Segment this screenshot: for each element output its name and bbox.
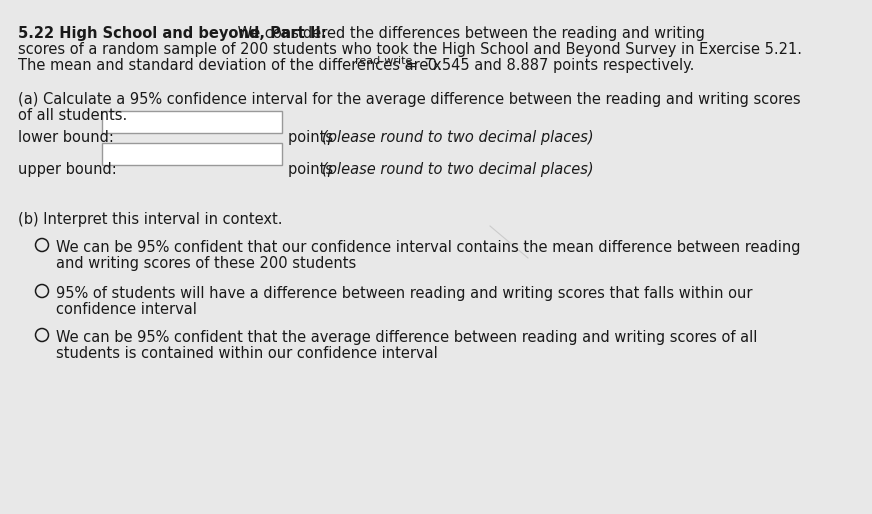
Text: scores of a random sample of 200 students who took the High School and Beyond Su: scores of a random sample of 200 student… (18, 42, 802, 57)
Text: (a) Calculate a 95% confidence interval for the average difference between the r: (a) Calculate a 95% confidence interval … (18, 92, 800, 107)
FancyBboxPatch shape (102, 143, 282, 165)
Text: We can be 95% confident that our confidence interval contains the mean differenc: We can be 95% confident that our confide… (56, 240, 800, 255)
Text: The mean and standard deviation of the differences are ̅x: The mean and standard deviation of the d… (18, 58, 441, 73)
Text: points: points (288, 162, 337, 177)
Text: (b) Interpret this interval in context.: (b) Interpret this interval in context. (18, 212, 283, 227)
Text: 5.22 High School and beyond, Part II:: 5.22 High School and beyond, Part II: (18, 26, 327, 41)
Text: (please round to two decimal places): (please round to two decimal places) (322, 162, 594, 177)
Text: students is contained within our confidence interval: students is contained within our confide… (56, 346, 438, 361)
Text: We can be 95% confident that the average difference between reading and writing : We can be 95% confident that the average… (56, 330, 758, 345)
Text: We considered the differences between the reading and writing: We considered the differences between th… (233, 26, 705, 41)
Text: points: points (288, 130, 337, 145)
Text: confidence interval: confidence interval (56, 302, 197, 317)
Text: of all students.: of all students. (18, 108, 127, 123)
Text: (please round to two decimal places): (please round to two decimal places) (322, 130, 594, 145)
Text: = -0.545 and 8.887 points respectively.: = -0.545 and 8.887 points respectively. (401, 58, 694, 73)
Text: 95% of students will have a difference between reading and writing scores that f: 95% of students will have a difference b… (56, 286, 753, 301)
Text: lower bound:: lower bound: (18, 130, 114, 145)
Text: and writing scores of these 200 students: and writing scores of these 200 students (56, 256, 357, 271)
FancyBboxPatch shape (102, 111, 282, 133)
Text: read-write: read-write (355, 56, 412, 66)
Text: upper bound:: upper bound: (18, 162, 117, 177)
